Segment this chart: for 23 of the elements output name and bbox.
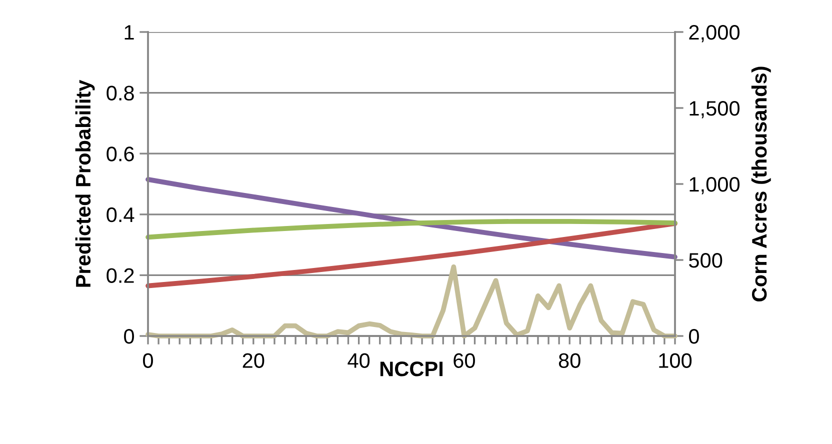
y-tick-label: 1: [124, 25, 134, 40]
y-tick-label: 0.6: [106, 146, 134, 162]
y2-tick-label: 0: [689, 329, 699, 344]
x-tick-label: 100: [659, 353, 692, 368]
y2-tick-label: 1,500: [690, 101, 740, 118]
y-tick-label: 0.8: [106, 86, 134, 101]
y-axis-title: Predicted Probability: [75, 80, 95, 287]
y-tick-label: 0: [124, 329, 134, 344]
line-series: [146, 221, 678, 288]
y2-tick-label: 1,000: [690, 177, 740, 194]
line-series: [146, 177, 678, 260]
x-tick-label: 80: [558, 353, 580, 368]
y-tick-label: 0.2: [106, 268, 134, 283]
x-tick-label: 40: [348, 353, 370, 368]
x-axis-title: NCCPI: [380, 362, 443, 376]
x-tick-label: 20: [242, 353, 264, 368]
y-tick-label: 0.4: [106, 207, 134, 222]
y2-axis-title: Corn Acres (thousands): [751, 66, 771, 302]
y2-tick-label: 500: [689, 253, 722, 268]
x-tick-label: 0: [143, 353, 153, 368]
line-series: [146, 218, 678, 240]
x-tick-label: 60: [454, 353, 475, 368]
y2-tick-label: 2,000: [689, 25, 740, 42]
